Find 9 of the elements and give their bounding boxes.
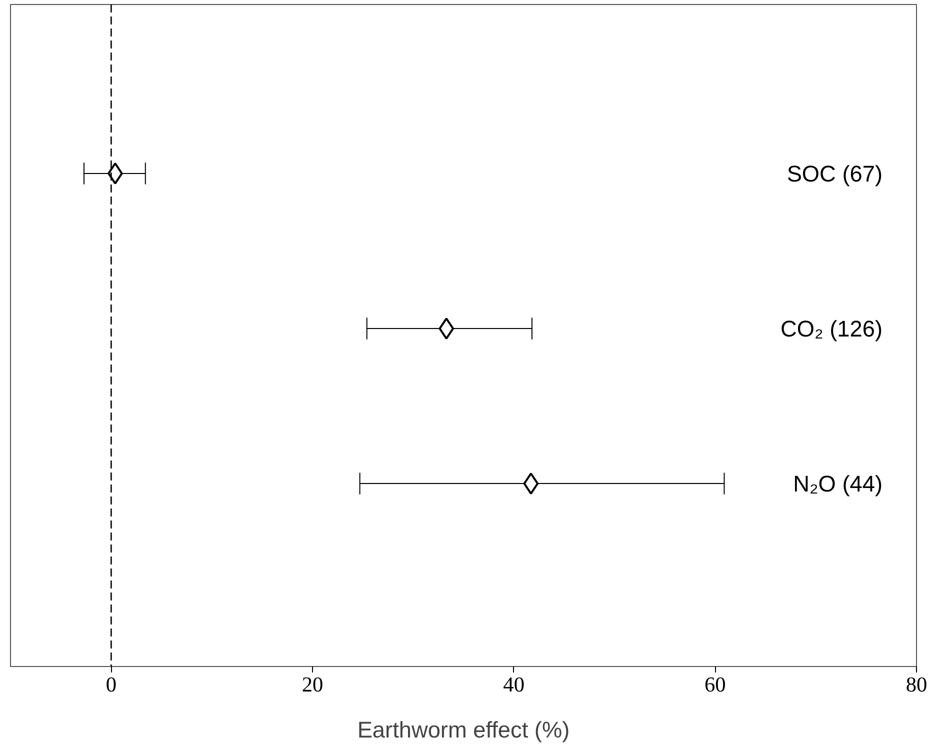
x-axis-title: Earthworm effect (%) [357, 716, 570, 742]
y-tick-label: CO₂ (126) [780, 316, 883, 342]
x-tick-label: 40 [503, 672, 524, 696]
x-tick-label: 0 [106, 672, 117, 696]
y-tick-label: N₂O (44) [793, 470, 883, 497]
x-tick-label: 60 [704, 672, 726, 696]
x-tick-label: 80 [906, 672, 928, 696]
y-tick-label: SOC (67) [786, 160, 883, 186]
x-tick-label: 20 [302, 672, 324, 696]
